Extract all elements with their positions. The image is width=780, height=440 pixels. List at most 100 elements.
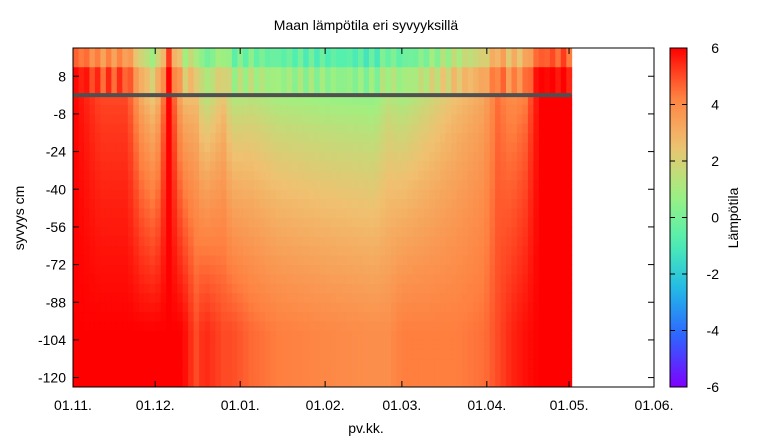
heatmap-cell <box>495 151 501 162</box>
heatmap-cell <box>220 189 227 200</box>
heatmap-cell <box>330 208 337 218</box>
heatmap-cell <box>434 57 441 68</box>
heatmap-cell <box>133 189 140 200</box>
heatmap-cell <box>336 113 342 124</box>
heatmap-cell <box>555 302 562 313</box>
heatmap-cell <box>286 189 293 200</box>
heatmap-cell <box>188 321 194 331</box>
heatmap-cell <box>330 245 337 256</box>
heatmap-cell <box>385 321 392 331</box>
heatmap-cell <box>188 189 194 200</box>
heatmap-cell <box>111 339 118 350</box>
heatmap-cell <box>144 358 151 369</box>
heatmap-cell <box>352 339 359 350</box>
heatmap-cell <box>155 179 162 190</box>
heatmap-cell <box>286 311 293 322</box>
heatmap-cell <box>308 368 315 378</box>
heatmap-cell <box>105 302 112 313</box>
heatmap-cell <box>122 85 129 96</box>
heatmap-cell <box>401 208 408 218</box>
heatmap-cell <box>275 132 282 143</box>
heatmap-cell <box>127 151 134 162</box>
heatmap-cell <box>188 226 194 237</box>
heatmap-cell <box>347 339 353 350</box>
heatmap-cell <box>336 85 342 96</box>
heatmap-cell <box>138 236 145 247</box>
heatmap-cell <box>538 161 545 171</box>
heatmap-cell <box>160 245 167 256</box>
heatmap-cell <box>396 179 403 190</box>
heatmap-cell <box>204 57 211 68</box>
heatmap-cell <box>566 161 573 171</box>
heatmap-cell <box>160 302 167 313</box>
heatmap-cell <box>138 76 145 87</box>
heatmap-cell <box>281 255 288 265</box>
heatmap-cell <box>116 123 123 134</box>
heatmap-cell <box>456 311 463 322</box>
heatmap-cell <box>489 226 496 237</box>
heatmap-cell <box>527 302 534 313</box>
heatmap-cell <box>270 217 277 228</box>
heatmap-cell <box>462 170 469 181</box>
heatmap-cell <box>451 113 458 124</box>
heatmap-cell <box>248 217 255 228</box>
heatmap-cell <box>336 245 342 256</box>
heatmap-cell <box>489 95 496 105</box>
heatmap-cell <box>286 236 293 247</box>
heatmap-cell <box>560 48 567 58</box>
heatmap-cell <box>297 66 304 77</box>
heatmap-cell <box>401 217 408 228</box>
heatmap-cell <box>193 330 200 341</box>
heatmap-cell <box>220 85 227 96</box>
heatmap-cell <box>390 142 397 152</box>
heatmap-cell <box>434 255 441 265</box>
heatmap-cell <box>155 283 162 294</box>
heatmap-cell <box>500 274 507 284</box>
heatmap-cell <box>489 57 496 68</box>
heatmap-cell <box>308 217 315 228</box>
heatmap-cell <box>516 302 523 313</box>
colorbar-tick-label: -2 <box>707 266 720 282</box>
heatmap-cell <box>467 330 474 341</box>
heatmap-cell <box>516 142 523 152</box>
heatmap-cell <box>155 151 162 162</box>
heatmap-cell <box>297 264 304 275</box>
heatmap-cell <box>473 57 479 68</box>
heatmap-cell <box>182 95 189 105</box>
heatmap-cell <box>182 179 189 190</box>
heatmap-cell <box>177 151 184 162</box>
heatmap-cell <box>473 208 479 218</box>
heatmap-cell <box>171 57 178 68</box>
heatmap-cell <box>495 264 501 275</box>
heatmap-cell <box>100 358 107 369</box>
heatmap-cell <box>220 95 227 105</box>
heatmap-cell <box>390 76 397 87</box>
heatmap-cell <box>111 151 118 162</box>
heatmap-cell <box>352 311 359 322</box>
heatmap-cell <box>292 264 299 275</box>
heatmap-cell <box>215 368 222 378</box>
heatmap-cell <box>363 198 370 209</box>
heatmap-cell <box>94 113 101 124</box>
heatmap-cell <box>516 151 523 162</box>
heatmap-cell <box>144 57 151 68</box>
heatmap-cell <box>429 255 436 265</box>
heatmap-cell <box>412 292 419 303</box>
heatmap-cell <box>407 161 414 171</box>
heatmap-cell <box>155 255 162 265</box>
heatmap-cell <box>100 85 107 96</box>
heatmap-cell <box>231 283 238 294</box>
heatmap-cell <box>478 208 485 218</box>
heatmap-cell <box>210 292 216 303</box>
heatmap-cell <box>440 311 447 322</box>
heatmap-cell <box>199 264 205 275</box>
heatmap-cell <box>445 95 452 105</box>
heatmap-cell <box>401 151 408 162</box>
heatmap-cell <box>549 274 556 284</box>
heatmap-cell <box>473 113 479 124</box>
heatmap-cell <box>264 66 271 77</box>
heatmap-cell <box>94 170 101 181</box>
heatmap-cell <box>462 189 469 200</box>
heatmap-cell <box>182 311 189 322</box>
heatmap-cell <box>182 132 189 143</box>
